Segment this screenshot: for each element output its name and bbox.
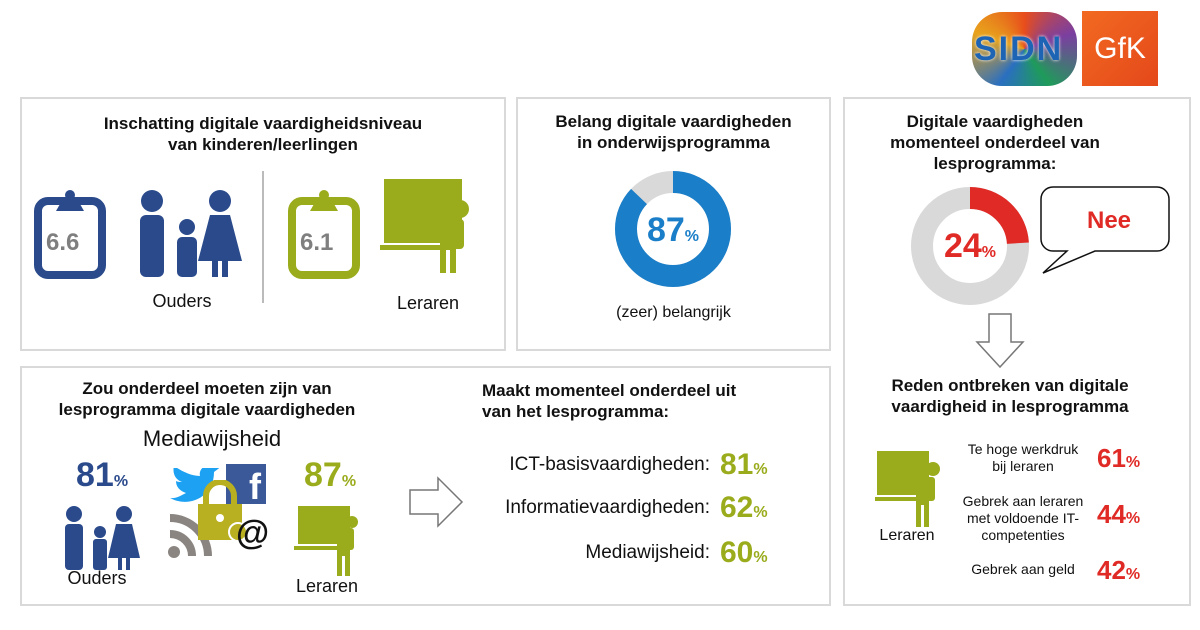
reason-item: Te hoge werkdruk bij leraren 61% (957, 441, 1187, 503)
leraren-score: 6.1 (300, 229, 334, 256)
current-donut (911, 187, 1029, 305)
gfk-logo: GfK (1082, 11, 1158, 86)
should-be-part-panel: Zou onderdeel moeten zijn van lesprogramm… (20, 366, 831, 606)
ouders-label: Ouders (152, 291, 212, 311)
current-curriculum-panel: Digitale vaardigheden momenteel onderdeel… (843, 97, 1191, 606)
rss-icon (168, 514, 212, 558)
reasons-list: Te hoge werkdruk bij leraren 61% Gebrek aa… (957, 441, 1187, 609)
panel-title: Belang digitale vaardigheden in onderwijs… (555, 112, 792, 152)
ouders-score: 6.6 (46, 229, 80, 256)
parent-teacher-estimate-panel: Inschatting digitale vaardigheidsniveau v… (20, 97, 506, 351)
item-label: Informatievaardigheden: (505, 497, 710, 518)
reasons-title: Reden ontbreken van digitale vaardigheid … (891, 376, 1129, 416)
ouders-label: Ouders (67, 568, 127, 588)
clipboard-icon (288, 190, 360, 279)
at-icon: @ (236, 514, 270, 552)
teacher-icon (380, 179, 469, 273)
reason-label: Gebrek aan geld (971, 561, 1075, 577)
current-items-list: ICT-basisvaardigheden: 81% Informatievaar… (474, 444, 824, 576)
sidn-logo: SIDN (972, 12, 1077, 86)
divider (262, 171, 264, 303)
ouders-value: 81% (76, 456, 129, 494)
reason-value: 42% (1097, 555, 1141, 585)
item-value: 62% (720, 491, 768, 524)
teacher-icon (294, 506, 358, 576)
importance-value: 87% (646, 211, 700, 249)
sidn-logo-text: SIDN (974, 30, 1064, 68)
current-item: Mediawijsheid: 60% (474, 530, 824, 576)
panel-title: Zou onderdeel moeten zijn van lesprogramm… (58, 379, 356, 419)
leraren-value: 87% (304, 456, 357, 494)
importance-donut (615, 171, 731, 287)
item-label: ICT-basisvaardigheden: (509, 454, 710, 475)
reason-item: Gebrek aan geld 42% (957, 555, 1187, 609)
panel-title: Digitale vaardigheden momenteel onderdeel… (890, 112, 1100, 173)
item-label: Mediawijsheid: (585, 542, 710, 563)
bubble-text: Nee (1086, 207, 1132, 234)
down-arrow-icon (975, 313, 1025, 369)
leraren-label: Leraren (396, 293, 460, 313)
right-title: Maakt momenteel onderdeel uit van het les… (482, 381, 737, 421)
teacher-icon (875, 451, 940, 527)
reason-value: 61% (1097, 443, 1141, 473)
gfk-logo-text: GfK (1094, 32, 1146, 65)
donut-value-arc (911, 187, 1029, 305)
reason-label: Te hoge werkdruk bij leraren (967, 441, 1079, 474)
reason-value: 44% (1097, 499, 1141, 529)
panel-title: Inschatting digitale vaardigheidsniveau v… (103, 114, 423, 154)
leraren-label: Leraren (295, 576, 359, 596)
item-value: 81% (720, 448, 768, 481)
media-icons: f @ (168, 464, 278, 559)
mediawijsheid-subtitle: Mediawijsheid (142, 426, 282, 451)
leraren-label: Leraren (879, 527, 935, 544)
importance-caption: (zeer) belangrijk (616, 304, 731, 321)
twitter-icon (170, 468, 220, 502)
donut-value-arc (615, 171, 731, 287)
family-icon (140, 190, 242, 277)
lock-icon (198, 480, 246, 542)
speech-bubble (1040, 186, 1170, 274)
importance-panel: Belang digitale vaardigheden in onderwijs… (516, 97, 831, 351)
current-item: Informatievaardigheden: 62% (474, 486, 824, 530)
clipboard-icon (34, 190, 106, 279)
family-icon (65, 506, 140, 570)
current-value: 24% (943, 227, 997, 265)
current-item: ICT-basisvaardigheden: 81% (474, 444, 824, 486)
right-arrow-icon (409, 476, 464, 528)
reason-item: Gebrek aan leraren met voldoende IT-compe… (957, 493, 1187, 569)
item-value: 60% (720, 536, 768, 569)
reason-label: Gebrek aan leraren met voldoende IT-compe… (962, 493, 1084, 543)
facebook-icon: f (226, 464, 266, 504)
